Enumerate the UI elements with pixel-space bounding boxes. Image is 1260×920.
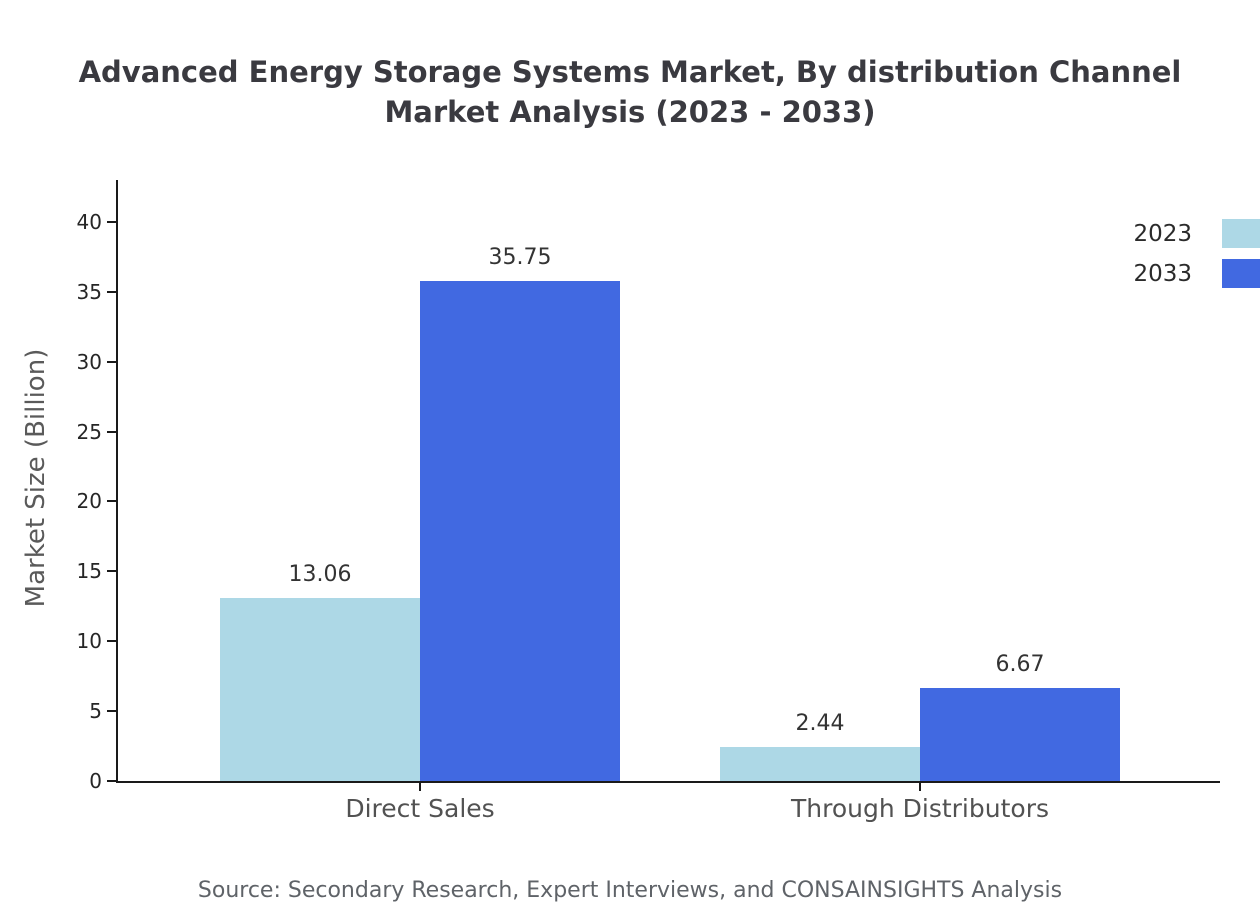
bar-value-label: 6.67 (995, 651, 1045, 677)
y-axis-tick (107, 220, 116, 223)
y-axis-spine (116, 180, 118, 783)
y-axis-tick (107, 570, 116, 573)
x-axis-spine (116, 781, 1220, 783)
y-axis-tick (107, 640, 116, 643)
y-axis-tick-label: 0 (89, 769, 102, 793)
chart-title: Advanced Energy Storage Systems Market, … (0, 52, 1260, 132)
legend-item-2033: 2033 (1133, 259, 1260, 288)
legend-swatch-2033 (1222, 259, 1260, 288)
y-axis-tick (107, 500, 116, 503)
y-axis-tick (107, 360, 116, 363)
legend-label-2023: 2023 (1133, 220, 1192, 247)
legend-item-2023: 2023 (1133, 219, 1260, 248)
y-axis-tick-label: 20 (76, 489, 102, 514)
bar-value-label: 2.44 (795, 710, 845, 736)
y-axis-tick-label: 40 (76, 209, 102, 234)
y-axis-tick-label: 10 (76, 629, 102, 654)
bar-value-label: 13.06 (288, 562, 352, 588)
legend-label-2033: 2033 (1133, 260, 1192, 287)
bar-2023-1 (720, 746, 920, 781)
x-axis-tick (419, 783, 421, 791)
chart-title-line1: Advanced Energy Storage Systems Market, … (78, 55, 1182, 89)
chart-title-line2: Market Analysis (2023 - 2033) (384, 95, 876, 129)
y-axis-tick (107, 290, 116, 293)
x-axis-category-label: Direct Sales (345, 794, 495, 823)
y-axis-tick-label: 5 (89, 699, 102, 724)
source-note: Source: Secondary Research, Expert Inter… (197, 878, 1063, 903)
y-axis-tick-label: 30 (76, 349, 102, 374)
bar-2033-1 (920, 687, 1120, 781)
bar-value-label: 35.75 (488, 245, 552, 271)
bar-2033-0 (420, 281, 620, 781)
y-axis-tick (107, 780, 116, 782)
legend: 2023 2033 (1133, 219, 1260, 288)
x-axis-tick (919, 783, 921, 791)
y-axis-tick (107, 430, 116, 433)
x-axis-category-label: Through Distributors (790, 794, 1049, 823)
bar-2023-0 (220, 598, 420, 781)
legend-swatch-2023 (1222, 219, 1260, 248)
y-axis-tick (107, 710, 116, 713)
y-axis-tick-label: 35 (76, 279, 102, 304)
y-axis-tick-label: 25 (76, 419, 102, 444)
y-axis-tick-label: 15 (76, 559, 102, 584)
